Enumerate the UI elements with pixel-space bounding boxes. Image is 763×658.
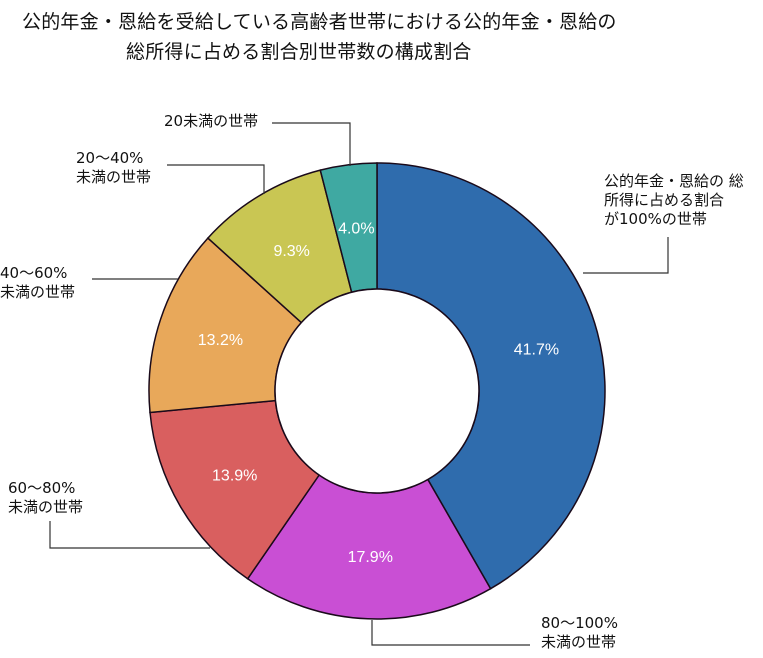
callout-line: 20未満の世帯 [164, 112, 259, 130]
callout-line: 未満の世帯 [0, 283, 76, 301]
callout-line: 未満の世帯 [76, 168, 152, 186]
callout-label-80-100: 80～100% 未満の世帯 [541, 614, 618, 652]
callout-line: 未満の世帯 [541, 633, 617, 651]
callout-label-100: 公的年金・恩給の 総 所得に占める割合 が100%の世帯 [604, 172, 744, 229]
slice-value-label: 4.0% [338, 220, 374, 237]
callout-label-60-80: 60～80% 未満の世帯 [8, 479, 83, 517]
slice-value-label: 17.9% [348, 549, 393, 566]
leader-line-under-20 [272, 122, 351, 166]
donut-hole [274, 288, 480, 494]
donut-slices [148, 162, 606, 620]
leader-lines [49, 122, 669, 646]
slice-value-label: 13.9% [212, 468, 257, 485]
callout-line: 40～60% [0, 264, 68, 282]
callout-label-20-40: 20～40% 未満の世帯 [76, 149, 151, 187]
callout-line: 80～100% [541, 614, 618, 632]
callout-label-40-60: 40～60% 未満の世帯 [0, 264, 75, 302]
slice-value-label: 13.2% [198, 332, 243, 349]
leader-line-20-40 [167, 164, 265, 194]
slice-value-labels: 41.7% 17.9% 13.9% 13.2% 9.3% 4.0% [198, 220, 559, 566]
chart-title-line-2: 総所得に占める割合別世帯数の構成割合 [126, 41, 472, 63]
chart-title-line-1: 公的年金・恩給を受給している高齢者世帯における公的年金・恩給の [22, 11, 617, 33]
callout-line: 所得に占める割合 [604, 191, 725, 209]
callout-line: 公的年金・恩給の 総 [604, 172, 744, 190]
callout-line: 20～40% [76, 149, 144, 167]
slice-value-label: 9.3% [273, 243, 309, 260]
callout-line: が100%の世帯 [604, 210, 707, 228]
slice-value-label: 41.7% [514, 341, 559, 358]
callout-line: 60～80% [8, 479, 76, 497]
callout-line: 未満の世帯 [8, 498, 84, 516]
leader-line-80-100 [371, 620, 530, 646]
leader-line-100 [583, 237, 669, 274]
leader-line-60-80 [49, 521, 210, 549]
callout-label-under-20: 20未満の世帯 [164, 112, 258, 131]
